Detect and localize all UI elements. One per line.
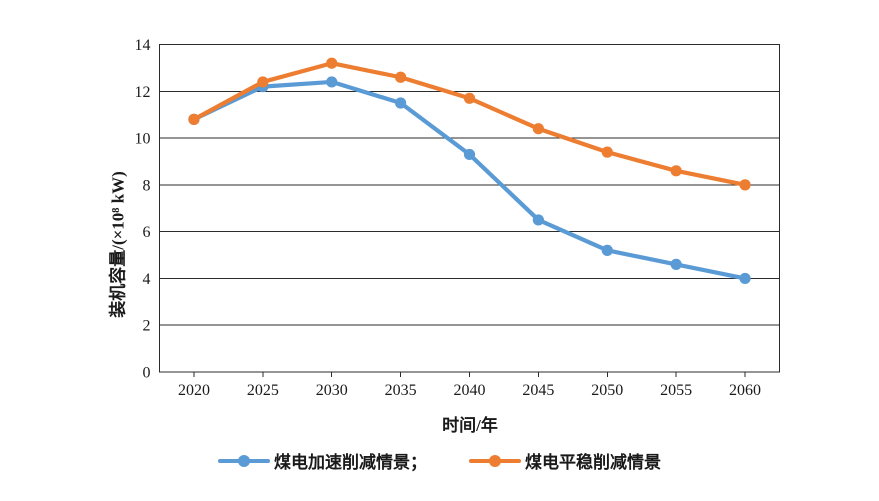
data-point bbox=[257, 76, 269, 88]
legend-label-accelerated: 煤电加速削减情景； bbox=[274, 453, 427, 472]
x-tick-label: 2045 bbox=[522, 382, 554, 399]
series-line-1 bbox=[191, 61, 748, 187]
data-point bbox=[670, 258, 682, 270]
data-point bbox=[395, 71, 407, 83]
data-point bbox=[532, 123, 544, 135]
y-tick-label: 10 bbox=[135, 131, 151, 148]
y-axis-title: 装机容量/(×10⁸ kW) bbox=[108, 171, 128, 318]
legend-line-marker-steady bbox=[469, 454, 521, 467]
x-tick-label: 2020 bbox=[178, 382, 210, 399]
legend-label-steady: 煤电平稳削减情景 bbox=[525, 453, 661, 472]
x-tick-label: 2040 bbox=[454, 382, 486, 399]
data-point bbox=[463, 148, 476, 161]
legend: 煤电加速削减情景； 煤电平稳削减情景 bbox=[0, 448, 879, 473]
data-point bbox=[601, 146, 613, 158]
data-point bbox=[670, 165, 682, 177]
data-point bbox=[395, 97, 407, 109]
data-point bbox=[188, 113, 200, 125]
x-tick-label: 2030 bbox=[316, 382, 348, 399]
x-tick-label: 2035 bbox=[385, 382, 417, 399]
data-point bbox=[463, 92, 476, 104]
y-tick-label: 8 bbox=[143, 177, 151, 194]
y-tick-label: 6 bbox=[143, 224, 151, 241]
x-tick-label: 2025 bbox=[247, 382, 279, 399]
legend-item-steady: 煤电平稳削减情景 bbox=[469, 448, 661, 473]
y-tick-label: 4 bbox=[143, 271, 151, 288]
data-point bbox=[326, 76, 338, 88]
series-line-0 bbox=[191, 79, 748, 281]
y-tick-label: 14 bbox=[135, 37, 151, 54]
y-tick-label: 2 bbox=[143, 318, 151, 335]
legend-dot-icon bbox=[238, 454, 250, 467]
data-point bbox=[601, 244, 613, 256]
x-axis-title: 时间/年 bbox=[442, 416, 498, 435]
y-tick-label: 0 bbox=[143, 365, 151, 382]
data-point bbox=[739, 272, 751, 285]
data-point bbox=[326, 57, 338, 69]
legend-line-marker-accelerated bbox=[218, 454, 270, 467]
legend-item-accelerated: 煤电加速削减情景； bbox=[218, 448, 427, 473]
data-point bbox=[532, 214, 544, 226]
x-tick-label: 2060 bbox=[729, 382, 761, 399]
x-tick-label: 2050 bbox=[591, 382, 623, 399]
legend-dot-icon bbox=[489, 454, 501, 467]
x-tick-label: 2055 bbox=[660, 382, 692, 399]
y-tick-label: 12 bbox=[135, 84, 151, 101]
data-point bbox=[739, 179, 751, 191]
